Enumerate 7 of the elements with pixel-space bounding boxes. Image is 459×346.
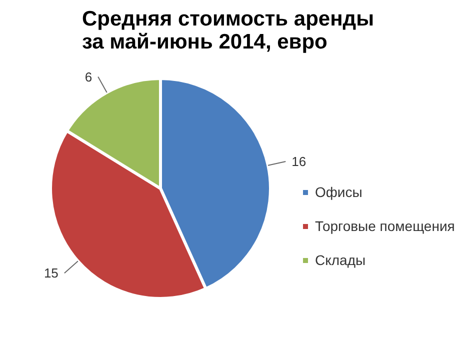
chart-title: Средняя стоимость аренды за май-июнь 2014, евро bbox=[82, 8, 374, 54]
data-label: 6 bbox=[84, 69, 92, 84]
data-label: 15 bbox=[44, 266, 58, 281]
data-label: 16 bbox=[292, 154, 306, 170]
legend-label: Склады bbox=[315, 252, 366, 268]
legend-label: Торговые помещения bbox=[315, 218, 455, 234]
legend-label: Офисы bbox=[315, 184, 362, 200]
